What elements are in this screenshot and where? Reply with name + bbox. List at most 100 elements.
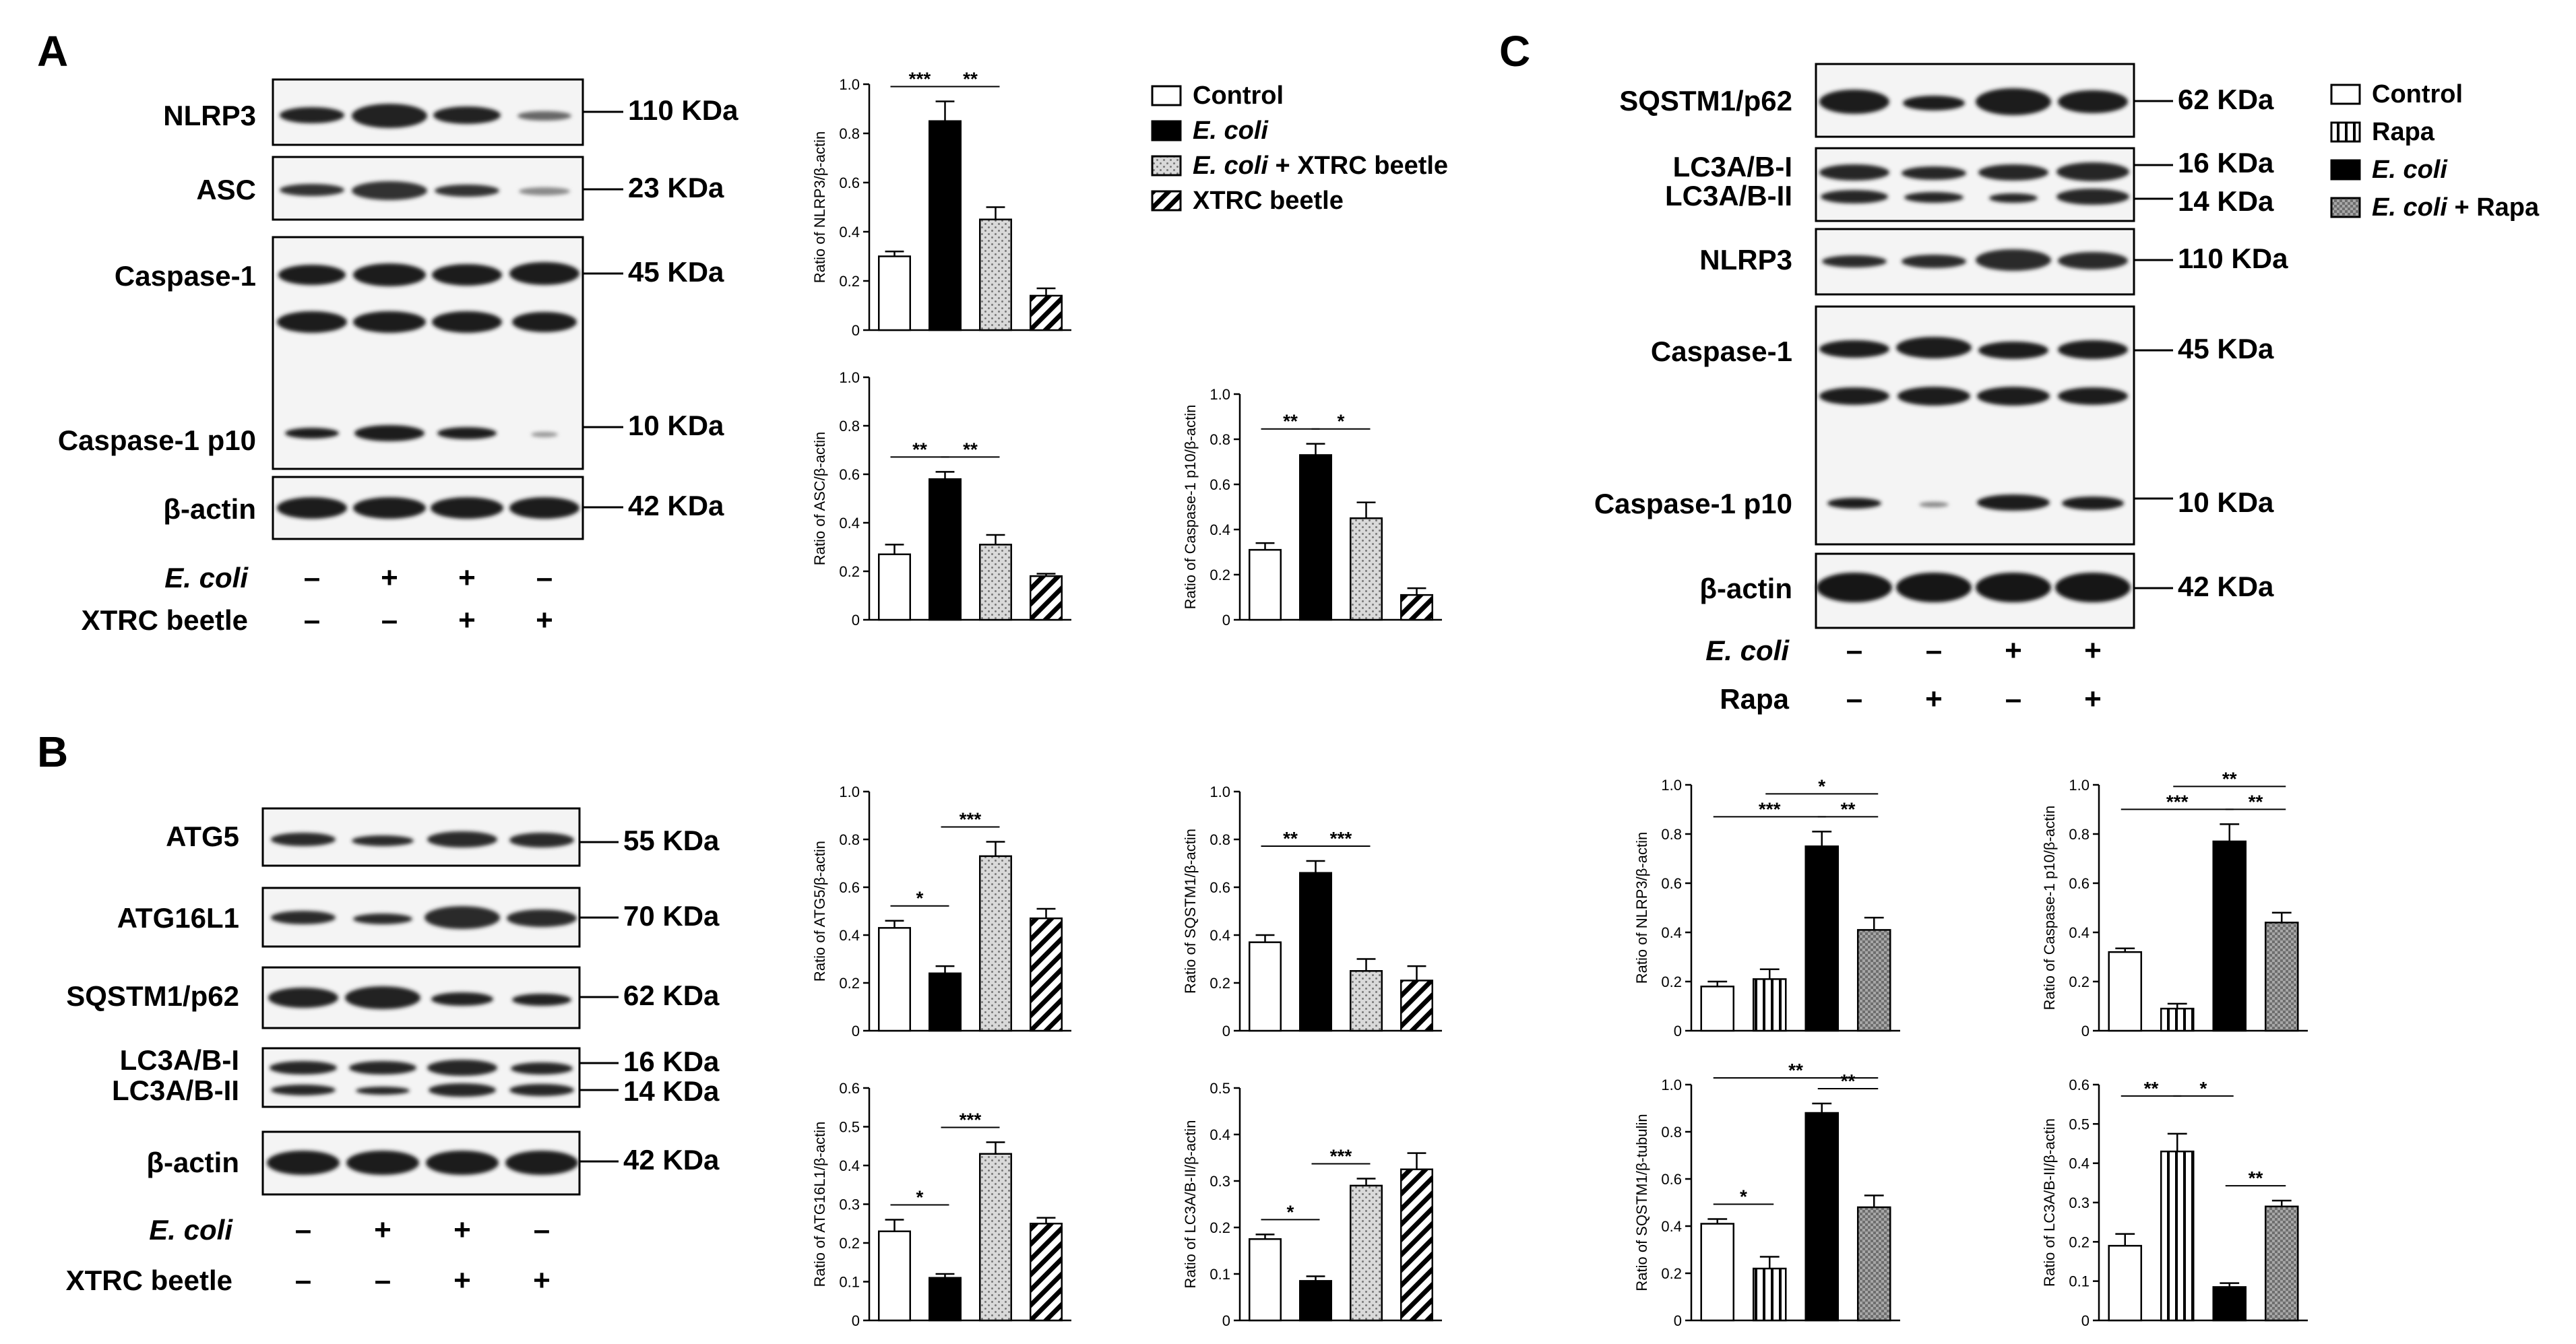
- legend-item-xtrc-beetle: XTRC beetle: [1151, 187, 1344, 215]
- blot-label: β-actin: [1699, 573, 1792, 604]
- kda-ticks-c: [2134, 100, 2173, 589]
- blot-label: β-actin: [163, 493, 256, 525]
- y-tick-label: 0.4: [1661, 1218, 1682, 1235]
- legend-label-part: Control: [2372, 80, 2463, 108]
- chart-a-nlrp3: 0 0.2 0.4 0.6 0.8 1.0 Ratio of NLRP3/β-actin Co…: [811, 69, 1071, 339]
- y-axis-label: Ratio of LC3A/B-II/β-actin: [1182, 1120, 1199, 1289]
- y-tick-label: 1.0: [2069, 777, 2090, 794]
- y-axis-label: Ratio of ATG16L1/β-actin: [811, 1122, 828, 1287]
- y-tick-label: 0.6: [1661, 875, 1682, 892]
- significance-label: ***: [1330, 1146, 1352, 1167]
- significance-label: **: [1841, 1070, 1856, 1091]
- bar-e-coli: E. coli: 0.77: [2212, 840, 2247, 1032]
- sign: –: [1846, 682, 1862, 715]
- legend-label-part: E. coli: [2372, 156, 2448, 184]
- y-tick-label: 1.0: [1210, 783, 1230, 800]
- bar-rapa: Rapa: 0.09: [2160, 1007, 2195, 1032]
- significance-label: *: [1818, 775, 1825, 796]
- bar-control: Control: 0.32: [2108, 951, 2143, 1032]
- y-tick-label: 0: [852, 1023, 860, 1039]
- y-tick-label: 0.4: [1661, 924, 1682, 941]
- y-tick-label: 0.2: [839, 975, 860, 992]
- blot-label: β-actin: [146, 1147, 239, 1178]
- kda-label: 16 KDa: [623, 1046, 720, 1077]
- y-tick-label: 0.2: [839, 563, 860, 580]
- kda-label: 110 KDa: [2178, 243, 2288, 274]
- y-tick-label: 0.3: [839, 1196, 860, 1213]
- significance-label: **: [1841, 798, 1856, 819]
- kda-label: 16 KDa: [2178, 147, 2274, 179]
- kda-label: 62 KDa: [2178, 84, 2274, 115]
- blot-label: LC3A/B-II: [112, 1075, 239, 1106]
- y-tick-label: 0.8: [1210, 431, 1230, 448]
- bar-control: Control: 0.41: [1700, 1223, 1735, 1322]
- y-axis-label: Ratio of ATG5/β-actin: [811, 841, 828, 982]
- chart-a-asc: 0 0.2 0.4 0.6 0.8 1.0 Ratio of ASC/β-actin Cont…: [811, 369, 1071, 629]
- condition-label-ecoli: E. coli: [1705, 635, 1790, 666]
- legend-label: E. coli: [2372, 156, 2448, 184]
- legend-swatch: [1151, 85, 1182, 106]
- significance-label: **: [1283, 828, 1298, 849]
- y-tick-label: 0.4: [839, 515, 860, 532]
- kda-label: 45 KDa: [628, 256, 724, 288]
- bar-e-coli-rapa: E. coli + Rapa: 0.29: [2264, 1205, 2299, 1322]
- y-tick-label: 0: [1674, 1312, 1682, 1329]
- sign: –: [375, 1264, 391, 1297]
- bar-e-coli: E. coli: 0.75: [1804, 845, 1840, 1032]
- y-tick-label: 0.6: [839, 466, 860, 483]
- chart-c-lc3: 0 0.1 0.2 0.3 0.4 0.5 0.6 Ratio of LC3A/B-II/β-…: [2041, 1077, 2308, 1329]
- bar-e-coli: E. coli: 0.85: [929, 120, 962, 331]
- sign-row-b-xtrc: – – + +: [295, 1264, 551, 1297]
- sign: +: [458, 561, 476, 594]
- bar-e-coli-xtrc-beetle: E. coli + XTRC beetle: 0.25: [1350, 970, 1383, 1032]
- significance-label: **: [963, 69, 978, 90]
- legend-item-e-coli: E. coli: [2330, 156, 2448, 184]
- bar-e-coli: E. coli: 0.085: [1299, 1280, 1332, 1322]
- y-tick-label: 0.5: [2069, 1116, 2090, 1132]
- blot-label: Caspase-1 p10: [58, 424, 256, 456]
- y-tick-label: 0.3: [2069, 1194, 2090, 1211]
- legend-item-control: Control: [2330, 80, 2463, 108]
- legend-label: E. coli + XTRC beetle: [1193, 152, 1448, 180]
- kda-label: 55 KDa: [623, 825, 720, 856]
- y-tick-label: 1.0: [839, 783, 860, 800]
- sign: +: [1925, 682, 1943, 715]
- sign: +: [536, 604, 553, 637]
- y-tick-label: 0.6: [1661, 1171, 1682, 1188]
- bar-control: Control: 0.27: [878, 553, 911, 621]
- y-tick-label: 0.8: [1210, 831, 1230, 848]
- y-tick-label: 0.3: [1210, 1173, 1230, 1190]
- kda-label: 10 KDa: [628, 410, 724, 441]
- kda-label: 62 KDa: [623, 980, 720, 1011]
- y-tick-label: 0.2: [2069, 1234, 2090, 1250]
- legend-label-part: Control: [1193, 82, 1284, 110]
- legend-label-part: E. coli: [2372, 193, 2448, 222]
- kda-ticks-b: [579, 841, 619, 1163]
- bar-control: Control: 0.23: [878, 1230, 911, 1322]
- bands-c-actin: [1817, 573, 2131, 602]
- blot-label: Caspase-1 p10: [1594, 488, 1792, 519]
- bands-c-caspase: [1819, 337, 2128, 511]
- bar-rapa: Rapa: 0.21: [1752, 978, 1787, 1032]
- y-axis-label: Ratio of SQSTM1/β-tubulin: [1633, 1114, 1650, 1291]
- bar-control: Control: 0.43: [878, 927, 911, 1032]
- y-tick-label: 1.0: [839, 369, 860, 386]
- panel-letter-c: C: [1499, 27, 1530, 75]
- y-tick-label: 0.6: [839, 879, 860, 896]
- panel-letter-a: A: [37, 27, 68, 75]
- bar-e-coli: E. coli: 0.58: [929, 478, 962, 621]
- bar-e-coli-xtrc-beetle: E. coli + XTRC beetle: 0.45: [1350, 517, 1383, 621]
- y-tick-label: 0.4: [1210, 521, 1230, 538]
- bar-xtrc-beetle: XTRC beetle: 0.21: [1400, 980, 1433, 1032]
- sign: +: [374, 1213, 391, 1246]
- blot-label: LC3A/B-I: [1673, 151, 1792, 183]
- blot-label: SQSTM1/p62: [66, 980, 239, 1012]
- bar-e-coli: E. coli: 0.66: [1299, 872, 1332, 1032]
- y-tick-label: 0.4: [1210, 927, 1230, 944]
- kda-label: 10 KDa: [2178, 486, 2274, 518]
- legend-item-e-coli-rapa: E. coli + Rapa: [2330, 193, 2540, 222]
- kda-label: 45 KDa: [2178, 333, 2274, 364]
- y-tick-label: 0.2: [839, 1235, 860, 1252]
